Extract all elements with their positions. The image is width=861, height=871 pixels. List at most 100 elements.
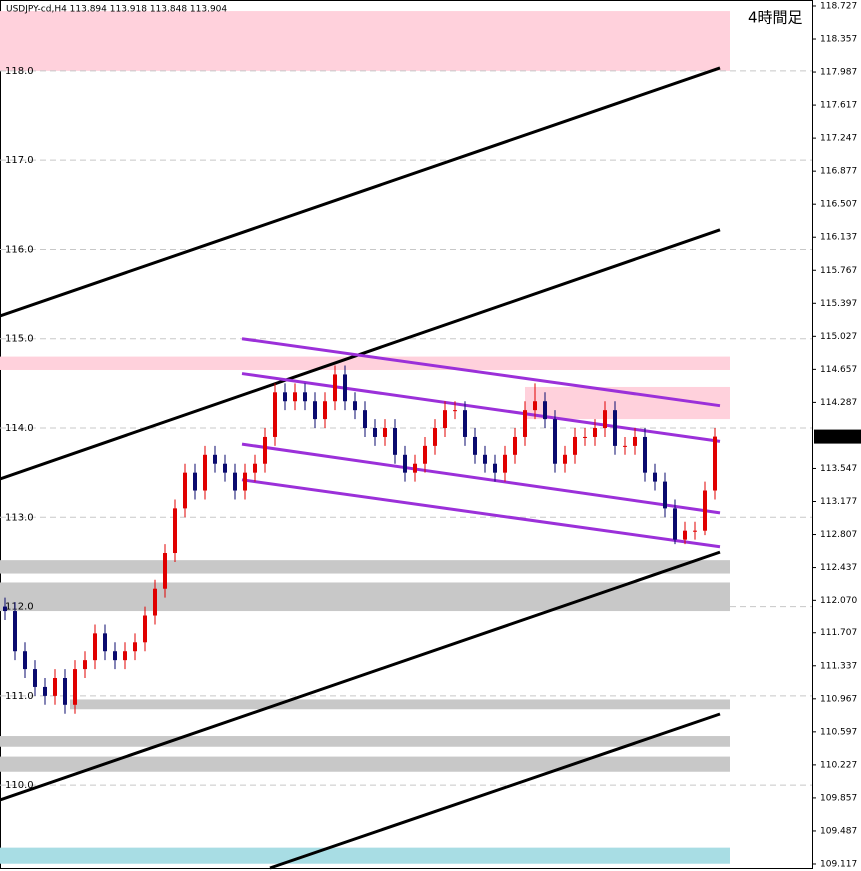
candle-body xyxy=(53,678,57,696)
zone xyxy=(0,356,730,370)
trend-line xyxy=(241,372,721,443)
candle-body xyxy=(13,611,17,652)
candle-body xyxy=(433,428,437,446)
y-tick-label: 109.487 xyxy=(820,826,857,836)
candle-body xyxy=(233,472,237,491)
candle-body xyxy=(413,463,417,473)
zone xyxy=(0,11,730,71)
candle-body xyxy=(263,436,267,464)
y-tick-label: 118.727 xyxy=(820,1,857,11)
y-tick-label: 116.507 xyxy=(820,200,857,210)
y-tick-label: 110.967 xyxy=(820,694,857,704)
y-tick-label: 115.767 xyxy=(820,266,857,276)
grid-label: 118.0 xyxy=(5,66,34,77)
candle-body xyxy=(163,553,167,589)
y-tick-label: 109.117 xyxy=(820,859,857,869)
candle-body xyxy=(623,445,627,447)
candle-body xyxy=(43,686,47,696)
candle-body xyxy=(283,392,287,402)
zone xyxy=(0,736,730,747)
candle-body xyxy=(693,530,697,532)
candle-body xyxy=(253,463,257,473)
candle-body xyxy=(643,436,647,473)
grid-label: 117.0 xyxy=(5,155,34,166)
last-price-label: 113.904 xyxy=(818,432,855,442)
candle-body xyxy=(93,633,97,661)
last-price-box xyxy=(814,429,861,444)
candle-body xyxy=(133,642,137,652)
grid-label: 112.0 xyxy=(5,602,34,613)
candle-body xyxy=(453,410,457,412)
candle-body xyxy=(503,454,507,473)
candle-body xyxy=(473,436,477,455)
candle-body xyxy=(443,410,447,429)
candle-body xyxy=(383,428,387,437)
candle-body xyxy=(343,374,347,402)
y-tick-label: 116.877 xyxy=(820,167,857,177)
trend-line xyxy=(241,478,721,549)
candle-body xyxy=(63,678,67,705)
candle-body xyxy=(573,436,577,455)
y-tick-label: 113.177 xyxy=(820,497,857,507)
candle-body xyxy=(513,436,517,455)
y-tick-label: 110.597 xyxy=(820,727,857,737)
candle-body xyxy=(373,428,377,437)
zone xyxy=(0,756,730,772)
candle-body xyxy=(203,454,207,491)
candle-body xyxy=(243,472,247,491)
grid-label: 115.0 xyxy=(5,334,34,345)
chart-title: USDJPY-cd,H4 113.894 113.918 113.848 113… xyxy=(6,5,227,15)
candle-body xyxy=(583,436,587,438)
y-tick-label: 117.247 xyxy=(820,134,857,144)
candle-body xyxy=(653,472,657,482)
y-tick-label: 109.857 xyxy=(820,793,857,803)
y-tick-label: 117.987 xyxy=(820,68,857,78)
y-tick-label: 115.397 xyxy=(820,299,857,309)
candle-body xyxy=(683,530,687,540)
candle-body xyxy=(323,401,327,420)
candle-body xyxy=(533,401,537,411)
zone xyxy=(70,699,730,710)
candle-body xyxy=(73,669,77,705)
trend-line xyxy=(269,712,721,870)
candle-body xyxy=(153,588,157,616)
candle-body xyxy=(463,410,467,437)
zone xyxy=(0,560,730,574)
grid-label: 114.0 xyxy=(5,423,34,434)
trend-line xyxy=(0,550,721,802)
y-tick-label: 112.807 xyxy=(820,530,857,540)
candle-body xyxy=(123,651,127,661)
candle-body xyxy=(223,463,227,473)
candle-body xyxy=(423,445,427,464)
trend-line xyxy=(241,442,721,515)
candle-body xyxy=(523,410,527,437)
y-tick-label: 115.027 xyxy=(820,332,857,342)
candle-body xyxy=(663,481,667,509)
zone xyxy=(0,847,730,864)
y-tick-label: 113.547 xyxy=(820,464,857,474)
candle-body xyxy=(353,401,357,411)
y-tick-label: 112.070 xyxy=(820,596,857,606)
candle-body xyxy=(303,392,307,402)
grid-label: 110.0 xyxy=(5,780,34,791)
candle-body xyxy=(363,410,367,429)
candle-body xyxy=(613,410,617,446)
candle-body xyxy=(563,454,567,464)
candle-body xyxy=(183,472,187,509)
y-tick-label: 117.617 xyxy=(820,101,857,111)
y-tick-label: 114.657 xyxy=(820,365,857,375)
y-tick-label: 110.227 xyxy=(820,760,857,770)
candle-body xyxy=(193,472,197,491)
candle-body xyxy=(113,651,117,661)
candle-body xyxy=(593,428,597,437)
candle-body xyxy=(23,651,27,670)
candle-body xyxy=(83,660,87,670)
candle-body xyxy=(493,463,497,473)
trend-line xyxy=(241,337,721,408)
candle-body xyxy=(673,508,677,540)
candle-body xyxy=(293,392,297,402)
candle-body xyxy=(143,615,147,643)
candle-body xyxy=(403,454,407,473)
candle-body xyxy=(483,454,487,464)
y-tick-label: 118.357 xyxy=(820,35,857,45)
